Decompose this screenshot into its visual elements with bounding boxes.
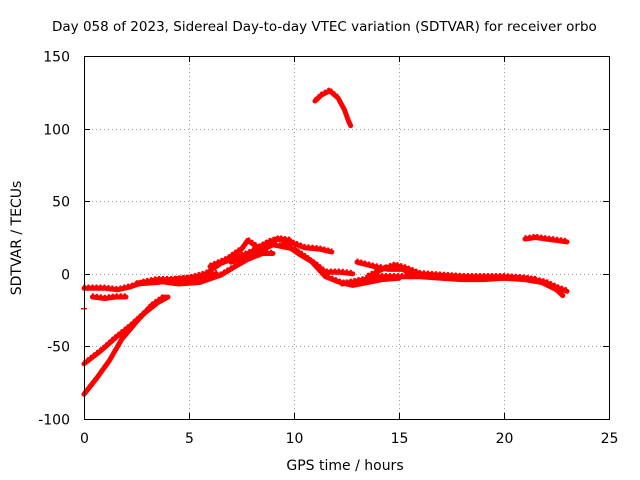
y-tick-label: 150 xyxy=(43,50,70,66)
series-track-8 xyxy=(228,242,402,288)
x-tick-label: 0 xyxy=(80,431,89,447)
series-track-12-ticks xyxy=(366,261,568,289)
series-track-12 xyxy=(365,262,570,294)
series-track-2-ticks xyxy=(91,293,127,297)
series-track-4 xyxy=(81,294,167,397)
x-tick-label: 20 xyxy=(496,431,514,447)
series-track-6 xyxy=(155,251,276,287)
plot-frame xyxy=(84,56,610,420)
series-track-4-ticks xyxy=(83,293,165,393)
y-tick-label: 50 xyxy=(52,195,70,211)
y-tick-label: 0 xyxy=(61,268,70,284)
x-tick-label: 10 xyxy=(286,431,304,447)
series-track-7-ticks xyxy=(209,235,291,265)
y-tick-label: 100 xyxy=(43,123,70,139)
series-track-5 xyxy=(134,271,219,287)
y-tick-label: -100 xyxy=(38,413,70,429)
series-track-14 xyxy=(522,235,570,245)
x-tick-label: 15 xyxy=(391,431,409,447)
x-tick-label: 25 xyxy=(601,431,619,447)
chart-title: Day 058 of 2023, Sidereal Day-to-day VTE… xyxy=(52,19,597,35)
series-track-9-ticks xyxy=(282,239,354,272)
y-tick-label: -50 xyxy=(47,340,70,356)
series-track-13-ticks xyxy=(314,87,352,124)
series-track-5-ticks xyxy=(135,270,218,282)
series-track-14-ticks xyxy=(524,233,568,240)
series-track-9 xyxy=(281,240,356,277)
series-track-13 xyxy=(312,88,354,129)
axis-ticks: 0 5 10 15 20 25 -100 -50 0 50 100 150 xyxy=(38,50,618,448)
x-tick-label: 5 xyxy=(185,431,194,447)
grid xyxy=(84,56,609,419)
data-traces xyxy=(81,87,570,397)
series-track-7 xyxy=(207,236,293,269)
x-axis-label: GPS time / hours xyxy=(286,458,403,474)
series-track-2 xyxy=(89,294,129,301)
y-axis-label: SDTVAR / TECUs xyxy=(9,181,25,296)
